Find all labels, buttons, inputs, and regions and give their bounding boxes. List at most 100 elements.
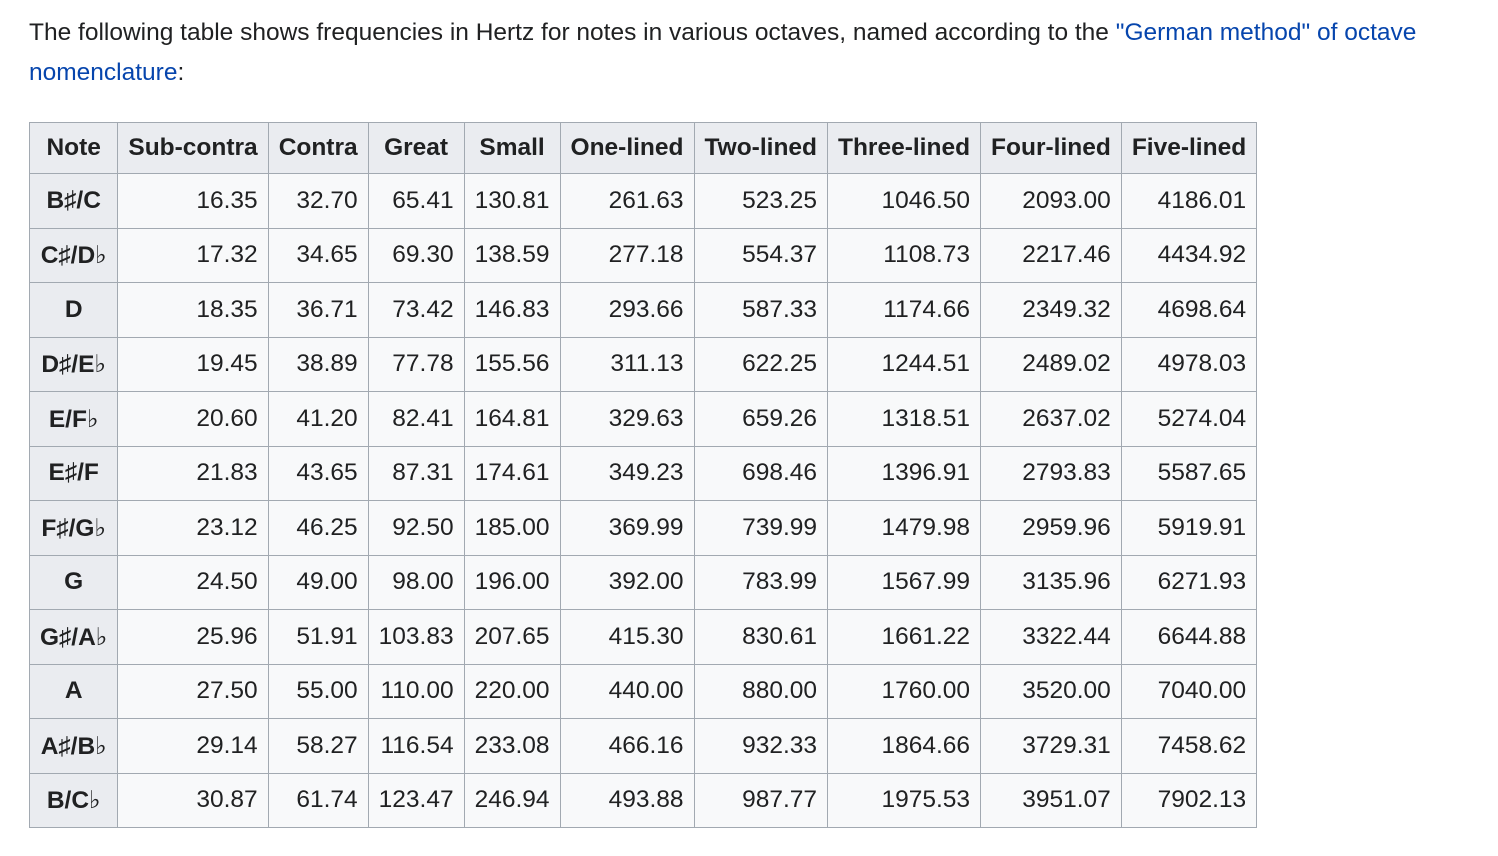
german-method-link[interactable]: "German method" of octave nomenclature bbox=[29, 19, 1417, 86]
column-header-two-lined: Two-lined bbox=[693, 122, 828, 174]
note-name-cell: E♯/F bbox=[28, 445, 119, 501]
frequency-cell: 1760.00 bbox=[826, 663, 982, 719]
note-name-cell: A bbox=[28, 663, 119, 719]
frequency-cell: 146.83 bbox=[463, 282, 561, 338]
frequency-cell: 30.87 bbox=[117, 772, 269, 828]
frequency-cell: 2637.02 bbox=[980, 391, 1122, 447]
frequency-cell: 130.81 bbox=[463, 173, 561, 229]
frequency-cell: 38.89 bbox=[267, 336, 369, 392]
table-body: B♯/C 16.35 32.70 65.41 130.81 261.63 523.25 104… bbox=[28, 173, 1258, 828]
frequency-cell: 5587.65 bbox=[1120, 445, 1258, 501]
frequency-cell: 1661.22 bbox=[826, 609, 982, 665]
frequency-cell: 1567.99 bbox=[826, 554, 982, 610]
frequency-cell: 1864.66 bbox=[826, 718, 982, 774]
frequency-cell: 36.71 bbox=[267, 282, 369, 338]
column-header-five-lined: Five-lined bbox=[1120, 122, 1258, 174]
frequency-cell: 87.31 bbox=[367, 445, 465, 501]
frequency-cell: 440.00 bbox=[559, 663, 695, 719]
frequency-cell: 1396.91 bbox=[826, 445, 982, 501]
frequency-cell: 5274.04 bbox=[1120, 391, 1258, 447]
frequency-cell: 2959.96 bbox=[980, 500, 1122, 556]
frequency-cell: 7040.00 bbox=[1120, 663, 1258, 719]
frequency-cell: 7458.62 bbox=[1120, 718, 1258, 774]
frequency-cell: 4698.64 bbox=[1120, 282, 1258, 338]
frequency-cell: 233.08 bbox=[463, 718, 561, 774]
frequency-cell: 2093.00 bbox=[980, 173, 1122, 229]
column-header-sub-contra: Sub-contra bbox=[117, 122, 269, 174]
frequency-cell: 92.50 bbox=[367, 500, 465, 556]
frequency-cell: 1975.53 bbox=[826, 772, 982, 828]
frequency-cell: 138.59 bbox=[463, 227, 561, 283]
frequency-cell: 2349.32 bbox=[980, 282, 1122, 338]
frequency-cell: 2489.02 bbox=[980, 336, 1122, 392]
frequency-cell: 3322.44 bbox=[980, 609, 1122, 665]
frequency-cell: 1046.50 bbox=[826, 173, 982, 229]
frequency-cell: 58.27 bbox=[267, 718, 369, 774]
frequency-cell: 1479.98 bbox=[826, 500, 982, 556]
note-name-cell: B♯/C bbox=[28, 173, 119, 229]
frequency-cell: 392.00 bbox=[559, 554, 695, 610]
frequency-cell: 587.33 bbox=[693, 282, 828, 338]
column-header-one-lined: One-lined bbox=[559, 122, 695, 174]
frequency-cell: 698.46 bbox=[693, 445, 828, 501]
frequency-cell: 110.00 bbox=[367, 663, 465, 719]
frequency-cell: 17.32 bbox=[117, 227, 269, 283]
frequency-cell: 1318.51 bbox=[826, 391, 982, 447]
frequency-cell: 43.65 bbox=[267, 445, 369, 501]
frequency-cell: 82.41 bbox=[367, 391, 465, 447]
table-row: G♯/A♭ 25.96 51.91 103.83 207.65 415.30 830.61 1… bbox=[28, 609, 1258, 665]
intro-colon: : bbox=[177, 59, 185, 86]
frequency-cell: 77.78 bbox=[367, 336, 465, 392]
frequency-cell: 23.12 bbox=[117, 500, 269, 556]
header-row: Note Sub-contra Contra Great Small One-lined T… bbox=[28, 122, 1258, 174]
frequency-cell: 27.50 bbox=[117, 663, 269, 719]
frequency-cell: 987.77 bbox=[693, 772, 828, 828]
column-header-great: Great bbox=[367, 122, 465, 174]
frequency-cell: 622.25 bbox=[693, 336, 828, 392]
frequency-cell: 659.26 bbox=[693, 391, 828, 447]
frequency-cell: 49.00 bbox=[267, 554, 369, 610]
column-header-note: Note bbox=[28, 122, 119, 174]
frequency-cell: 493.88 bbox=[559, 772, 695, 828]
frequency-cell: 3520.00 bbox=[980, 663, 1122, 719]
frequency-cell: 783.99 bbox=[693, 554, 828, 610]
frequency-cell: 196.00 bbox=[463, 554, 561, 610]
frequency-cell: 65.41 bbox=[367, 173, 465, 229]
frequency-cell: 830.61 bbox=[693, 609, 828, 665]
frequency-cell: 174.61 bbox=[463, 445, 561, 501]
frequency-cell: 415.30 bbox=[559, 609, 695, 665]
frequency-cell: 369.99 bbox=[559, 500, 695, 556]
frequency-cell: 4978.03 bbox=[1120, 336, 1258, 392]
frequency-cell: 3951.07 bbox=[980, 772, 1122, 828]
frequency-cell: 18.35 bbox=[117, 282, 269, 338]
frequency-cell: 3135.96 bbox=[980, 554, 1122, 610]
table-header: Note Sub-contra Contra Great Small One-lined T… bbox=[28, 122, 1258, 174]
frequency-cell: 6644.88 bbox=[1120, 609, 1258, 665]
frequency-cell: 73.42 bbox=[367, 282, 465, 338]
frequency-cell: 4186.01 bbox=[1120, 173, 1258, 229]
frequency-cell: 5919.91 bbox=[1120, 500, 1258, 556]
frequency-cell: 2217.46 bbox=[980, 227, 1122, 283]
frequency-cell: 34.65 bbox=[267, 227, 369, 283]
note-name-cell: D♯/E♭ bbox=[28, 336, 119, 392]
frequency-cell: 46.25 bbox=[267, 500, 369, 556]
table-row: G 24.50 49.00 98.00 196.00 392.00 783.99 1567.9… bbox=[28, 554, 1258, 610]
note-name-cell: C♯/D♭ bbox=[28, 227, 119, 283]
frequency-cell: 207.65 bbox=[463, 609, 561, 665]
note-name-cell: G bbox=[28, 554, 119, 610]
frequency-cell: 293.66 bbox=[559, 282, 695, 338]
frequency-cell: 24.50 bbox=[117, 554, 269, 610]
frequency-cell: 1174.66 bbox=[826, 282, 982, 338]
table-row: D♯/E♭ 19.45 38.89 77.78 155.56 311.13 622.25 12… bbox=[28, 336, 1258, 392]
frequency-cell: 523.25 bbox=[693, 173, 828, 229]
frequency-cell: 1244.51 bbox=[826, 336, 982, 392]
frequency-cell: 155.56 bbox=[463, 336, 561, 392]
table-row: E♯/F 21.83 43.65 87.31 174.61 349.23 698.46 139… bbox=[28, 445, 1258, 501]
frequency-cell: 261.63 bbox=[559, 173, 695, 229]
frequency-cell: 6271.93 bbox=[1120, 554, 1258, 610]
frequency-cell: 61.74 bbox=[267, 772, 369, 828]
frequency-cell: 123.47 bbox=[367, 772, 465, 828]
note-name-cell: D bbox=[28, 282, 119, 338]
table-row: A 27.50 55.00 110.00 220.00 440.00 880.00 1760.… bbox=[28, 663, 1258, 719]
frequency-cell: 932.33 bbox=[693, 718, 828, 774]
